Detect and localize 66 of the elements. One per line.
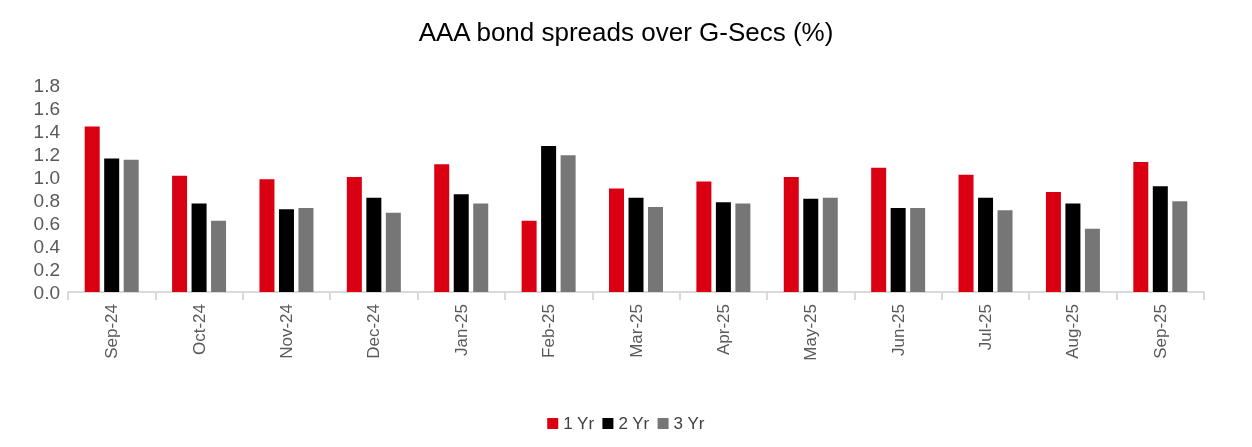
x-tick-label: Dec-24 xyxy=(364,304,384,359)
bar xyxy=(1084,228,1100,292)
x-tick-label: Apr-25 xyxy=(713,304,733,356)
bar xyxy=(346,177,362,292)
y-tick-label: 1.6 xyxy=(33,97,60,119)
bar xyxy=(1152,186,1168,292)
x-tick-label: Nov-24 xyxy=(276,304,296,359)
bar xyxy=(696,181,712,292)
bar xyxy=(978,197,994,292)
bar xyxy=(278,209,294,292)
bar xyxy=(473,203,489,292)
x-tick-label: Jan-25 xyxy=(451,304,471,356)
y-tick-label: 1.8 xyxy=(33,74,60,96)
bar xyxy=(560,155,576,292)
bar xyxy=(385,212,401,292)
bar xyxy=(84,126,100,292)
x-tick-label: May-25 xyxy=(801,304,821,361)
x-tick-label: Jul-25 xyxy=(976,304,996,351)
y-tick-label: 1.4 xyxy=(33,120,61,142)
legend-label: 2 Yr xyxy=(618,414,650,433)
bar xyxy=(1133,162,1149,292)
x-tick-label: Oct-24 xyxy=(189,304,209,356)
bar xyxy=(715,202,731,292)
y-tick-label: 1.2 xyxy=(33,143,60,165)
x-tick-label: Sep-24 xyxy=(102,304,122,359)
y-tick-label: 1.0 xyxy=(33,166,60,188)
y-tick-label: 0.2 xyxy=(33,258,60,280)
bar xyxy=(521,220,537,292)
bar xyxy=(434,164,450,292)
bar xyxy=(648,206,663,292)
bar xyxy=(541,145,557,292)
bar xyxy=(366,197,382,292)
bar xyxy=(453,194,469,292)
bar xyxy=(803,198,819,292)
bar xyxy=(191,203,207,292)
bar xyxy=(822,197,838,292)
bar xyxy=(783,177,799,292)
y-tick-label: 0.0 xyxy=(33,281,60,303)
bar xyxy=(871,167,887,292)
bar xyxy=(958,174,974,292)
bar xyxy=(259,179,275,292)
bar xyxy=(609,188,624,292)
bar xyxy=(910,208,926,292)
bar xyxy=(735,203,751,292)
bar xyxy=(1065,203,1081,292)
bar xyxy=(1172,201,1188,292)
bar xyxy=(1045,191,1061,292)
y-tick-label: 0.6 xyxy=(33,212,60,234)
legend-label: 3 Yr xyxy=(673,414,705,433)
y-tick-label: 0.4 xyxy=(33,235,61,257)
bar xyxy=(298,208,314,292)
chart-title: AAA bond spreads over G-Secs (%) xyxy=(418,17,834,47)
x-tick-label: Mar-25 xyxy=(626,304,646,358)
x-tick-label: Aug-25 xyxy=(1063,304,1083,359)
bar xyxy=(104,158,120,292)
bar xyxy=(172,175,188,292)
x-tick-label: Feb-25 xyxy=(539,304,559,358)
bar xyxy=(123,159,139,292)
y-tick-label: 0.8 xyxy=(33,189,60,211)
x-tick-label: Jun-25 xyxy=(888,304,908,356)
bar xyxy=(211,220,227,292)
x-tick-label: Sep-25 xyxy=(1150,304,1170,359)
bar xyxy=(997,210,1013,292)
bar xyxy=(628,197,644,292)
bar xyxy=(890,208,906,292)
legend-label: 1 Yr xyxy=(563,414,595,433)
